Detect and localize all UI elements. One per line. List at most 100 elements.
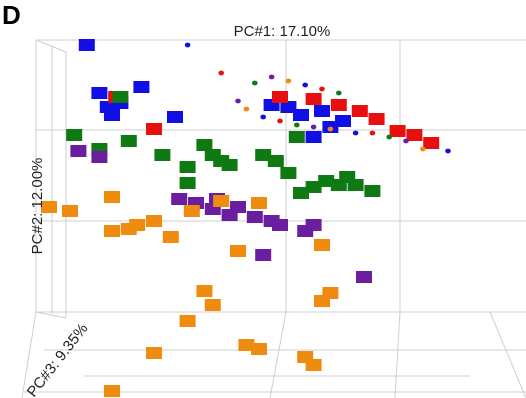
- data-point: [112, 91, 129, 103]
- data-point: [389, 125, 406, 137]
- data-point: [167, 111, 183, 123]
- data-point: [260, 114, 267, 120]
- data-point: [104, 225, 120, 237]
- data-point: [230, 245, 246, 257]
- data-point: [314, 105, 330, 117]
- data-point: [305, 219, 322, 231]
- data-point: [218, 70, 224, 76]
- data-point: [305, 181, 322, 193]
- data-point: [280, 101, 297, 113]
- data-point: [330, 99, 347, 111]
- data-point: [62, 205, 78, 217]
- data-point: [318, 175, 335, 187]
- data-point: [213, 195, 230, 207]
- data-point: [146, 123, 162, 135]
- data-point: [293, 187, 309, 199]
- x-axis-label: PC#1: 17.10%: [234, 23, 331, 40]
- data-point: [272, 91, 288, 103]
- data-point: [91, 87, 108, 99]
- data-point: [66, 129, 83, 141]
- data-point: [277, 118, 283, 124]
- data-point: [104, 385, 120, 397]
- data-point: [78, 39, 95, 51]
- data-point: [285, 78, 292, 84]
- data-point: [104, 109, 120, 121]
- data-point: [246, 211, 263, 223]
- data-point: [335, 115, 351, 127]
- data-point: [406, 129, 423, 141]
- plot-grid: [21, 39, 526, 398]
- data-point: [272, 219, 288, 231]
- grid-line: [35, 39, 67, 53]
- data-point: [305, 359, 322, 371]
- data-point: [120, 135, 137, 147]
- data-point: [154, 149, 171, 161]
- data-point: [305, 131, 322, 143]
- data-point: [104, 191, 120, 203]
- data-point: [146, 215, 162, 227]
- data-point: [336, 90, 342, 96]
- data-point: [445, 148, 451, 154]
- grid-line: [269, 311, 287, 398]
- data-point: [129, 219, 146, 231]
- data-point: [196, 139, 213, 151]
- data-point: [293, 109, 309, 121]
- data-point: [351, 105, 368, 117]
- data-point: [423, 137, 440, 149]
- data-point: [243, 106, 250, 112]
- data-point: [403, 138, 409, 144]
- panel-label: D: [2, 0, 21, 30]
- z-axis-label: PC#3: 9.35%: [24, 320, 92, 398]
- data-point: [204, 299, 221, 311]
- data-point: [252, 80, 258, 86]
- data-point: [238, 339, 255, 351]
- data-point: [268, 74, 275, 80]
- data-point: [356, 271, 372, 283]
- data-point: [230, 201, 246, 213]
- grid-line: [35, 311, 67, 319]
- data-point: [221, 159, 238, 171]
- data-point: [184, 42, 191, 48]
- data-point: [251, 197, 267, 209]
- grid-line: [489, 311, 526, 398]
- data-point: [288, 131, 305, 143]
- data-point: [255, 249, 272, 261]
- data-point: [179, 177, 196, 189]
- grid-line: [21, 311, 37, 398]
- data-point: [41, 201, 57, 213]
- grid-line: [394, 311, 401, 398]
- y-axis-label: PC#2: 12.00%: [29, 158, 46, 255]
- data-point: [294, 122, 300, 128]
- data-point: [369, 130, 376, 136]
- data-point: [179, 161, 196, 173]
- data-point: [364, 185, 381, 197]
- data-point: [162, 231, 179, 243]
- data-point: [386, 134, 393, 140]
- data-point: [133, 81, 150, 93]
- data-point: [255, 149, 272, 161]
- data-point: [196, 285, 213, 297]
- data-point: [280, 167, 297, 179]
- data-point: [322, 287, 339, 299]
- data-point: [319, 86, 325, 92]
- data-point: [179, 315, 196, 327]
- data-point: [305, 93, 322, 105]
- data-point: [314, 239, 330, 251]
- data-points: [41, 39, 451, 397]
- data-point: [70, 145, 87, 157]
- data-point: [368, 113, 385, 125]
- data-point: [327, 126, 334, 132]
- data-point: [310, 124, 317, 130]
- data-point: [420, 146, 426, 152]
- data-point: [91, 151, 108, 163]
- data-point: [171, 193, 188, 205]
- data-point: [302, 82, 309, 88]
- data-point: [352, 130, 359, 136]
- data-point: [347, 179, 364, 191]
- data-point: [146, 347, 162, 359]
- data-point: [267, 155, 284, 167]
- data-point: [251, 343, 267, 355]
- data-point: [235, 98, 241, 104]
- data-point: [183, 205, 200, 217]
